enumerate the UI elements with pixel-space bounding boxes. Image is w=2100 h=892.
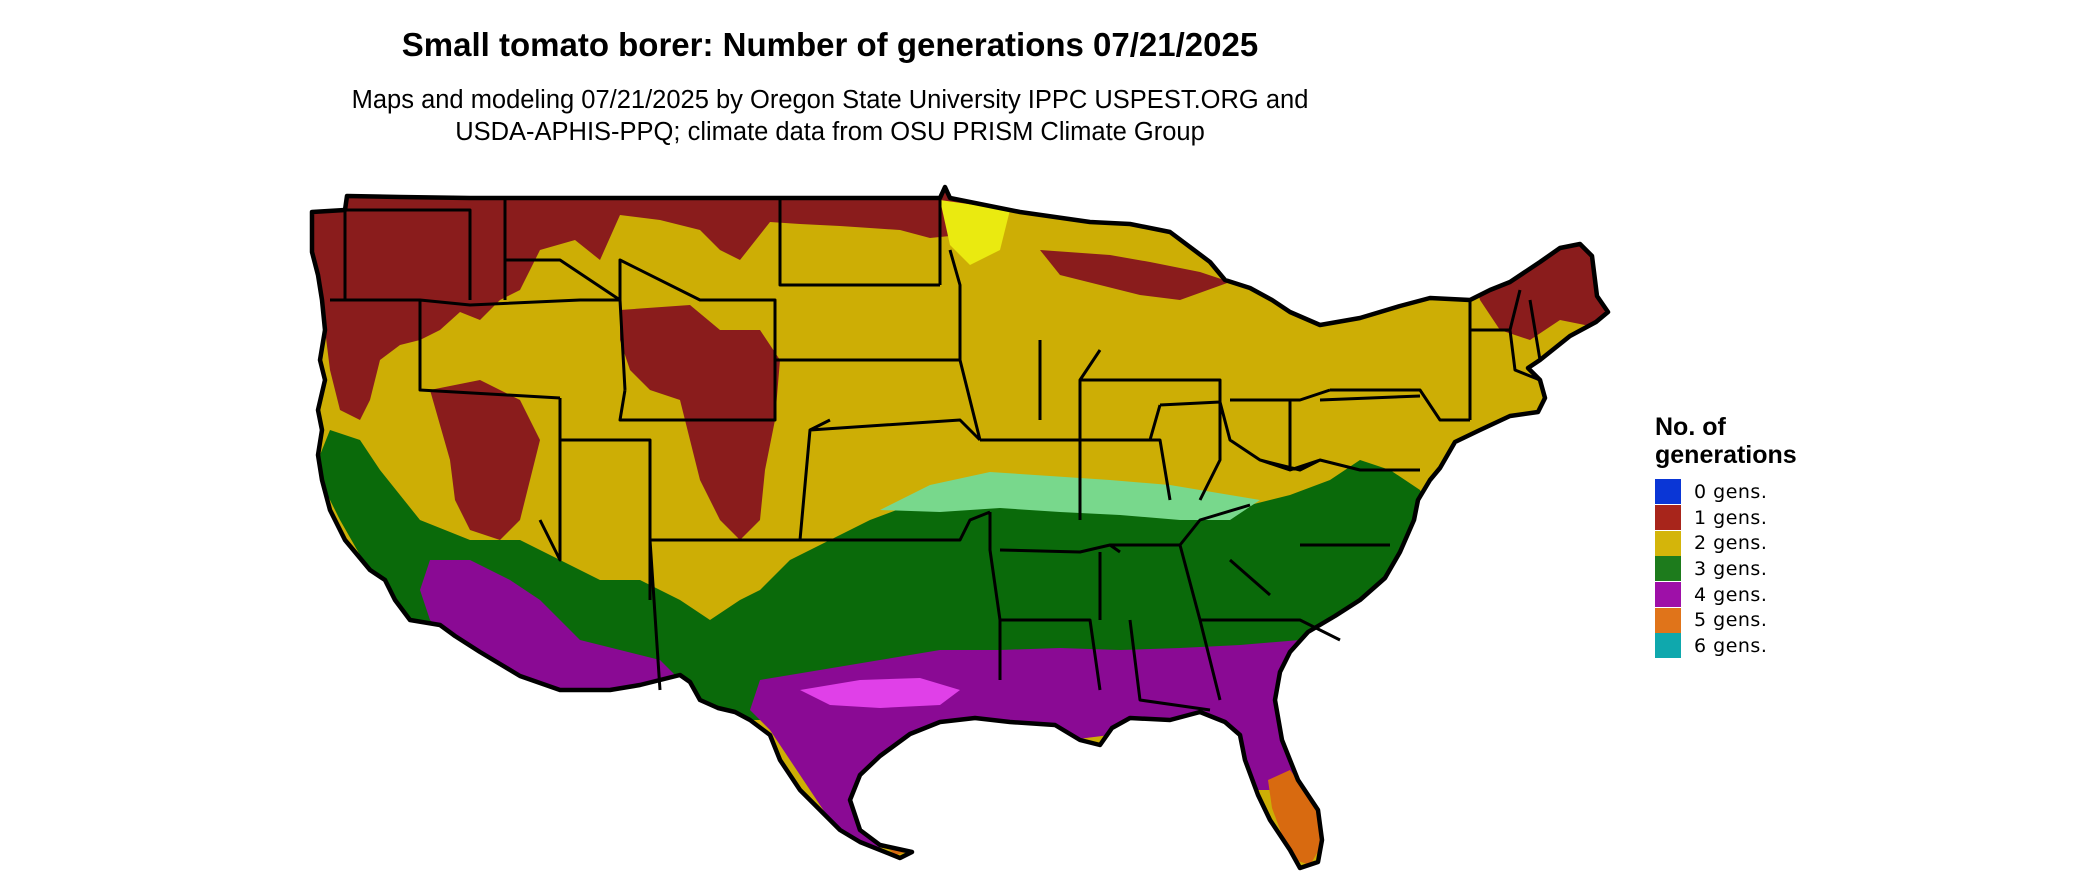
legend-item-2: 2 gens. <box>1655 530 1797 556</box>
legend-label: 4 gens. <box>1694 583 1768 606</box>
zone-4-gens-light <box>800 678 960 708</box>
legend-label: 6 gens. <box>1694 634 1768 657</box>
legend-swatch <box>1655 505 1681 531</box>
state-borders <box>330 198 1542 712</box>
zone-1-gen-north <box>312 187 1000 420</box>
legend-label: 3 gens. <box>1694 557 1768 580</box>
zone-1-gen-rockies <box>620 305 780 540</box>
generation-zones <box>312 187 1608 868</box>
legend-label: 1 gens. <box>1694 506 1768 529</box>
us-generations-map <box>0 0 1640 892</box>
subtitle-line-1: Maps and modeling 07/21/2025 by Oregon S… <box>351 86 1309 114</box>
subtitle-line-2: USDA-APHIS-PPQ; climate data from OSU PR… <box>455 118 1205 146</box>
legend-swatch <box>1655 479 1681 505</box>
legend-swatch <box>1655 633 1681 659</box>
legend-label: 0 gens. <box>1694 480 1768 503</box>
legend-title-line-2: generations <box>1655 441 1797 469</box>
zone-2-gens-light <box>940 200 1010 265</box>
legend-label: 5 gens. <box>1694 609 1768 632</box>
legend-swatch <box>1655 556 1681 582</box>
zone-1-gen-nevada <box>430 380 540 540</box>
legend-item-6: 6 gens. <box>1655 633 1797 659</box>
legend-item-0: 0 gens. <box>1655 479 1797 505</box>
map-title: Small tomato borer: Number of generation… <box>401 26 1259 63</box>
zone-5-gens-florida <box>1268 770 1322 865</box>
legend-title: No. of generations <box>1655 413 1797 469</box>
legend-label: 2 gens. <box>1694 532 1768 555</box>
zone-4-gens-southwest <box>420 560 680 700</box>
zone-3-gens-light <box>880 472 1260 520</box>
legend-swatch <box>1655 530 1681 556</box>
legend-item-1: 1 gens. <box>1655 505 1797 531</box>
legend-item-3: 3 gens. <box>1655 556 1797 582</box>
legend-item-4: 4 gens. <box>1655 582 1797 608</box>
map-subtitle: Maps and modeling 07/21/2025 by Oregon S… <box>0 84 1660 148</box>
legend-swatch <box>1655 607 1681 633</box>
legend-item-5: 5 gens. <box>1655 607 1797 633</box>
zone-1-gen-greatlakes <box>1040 250 1230 300</box>
legend-swatch <box>1655 582 1681 608</box>
legend: No. of generations 0 gens. 1 gens. 2 gen… <box>1655 413 1797 659</box>
legend-title-line-1: No. of <box>1655 413 1726 441</box>
